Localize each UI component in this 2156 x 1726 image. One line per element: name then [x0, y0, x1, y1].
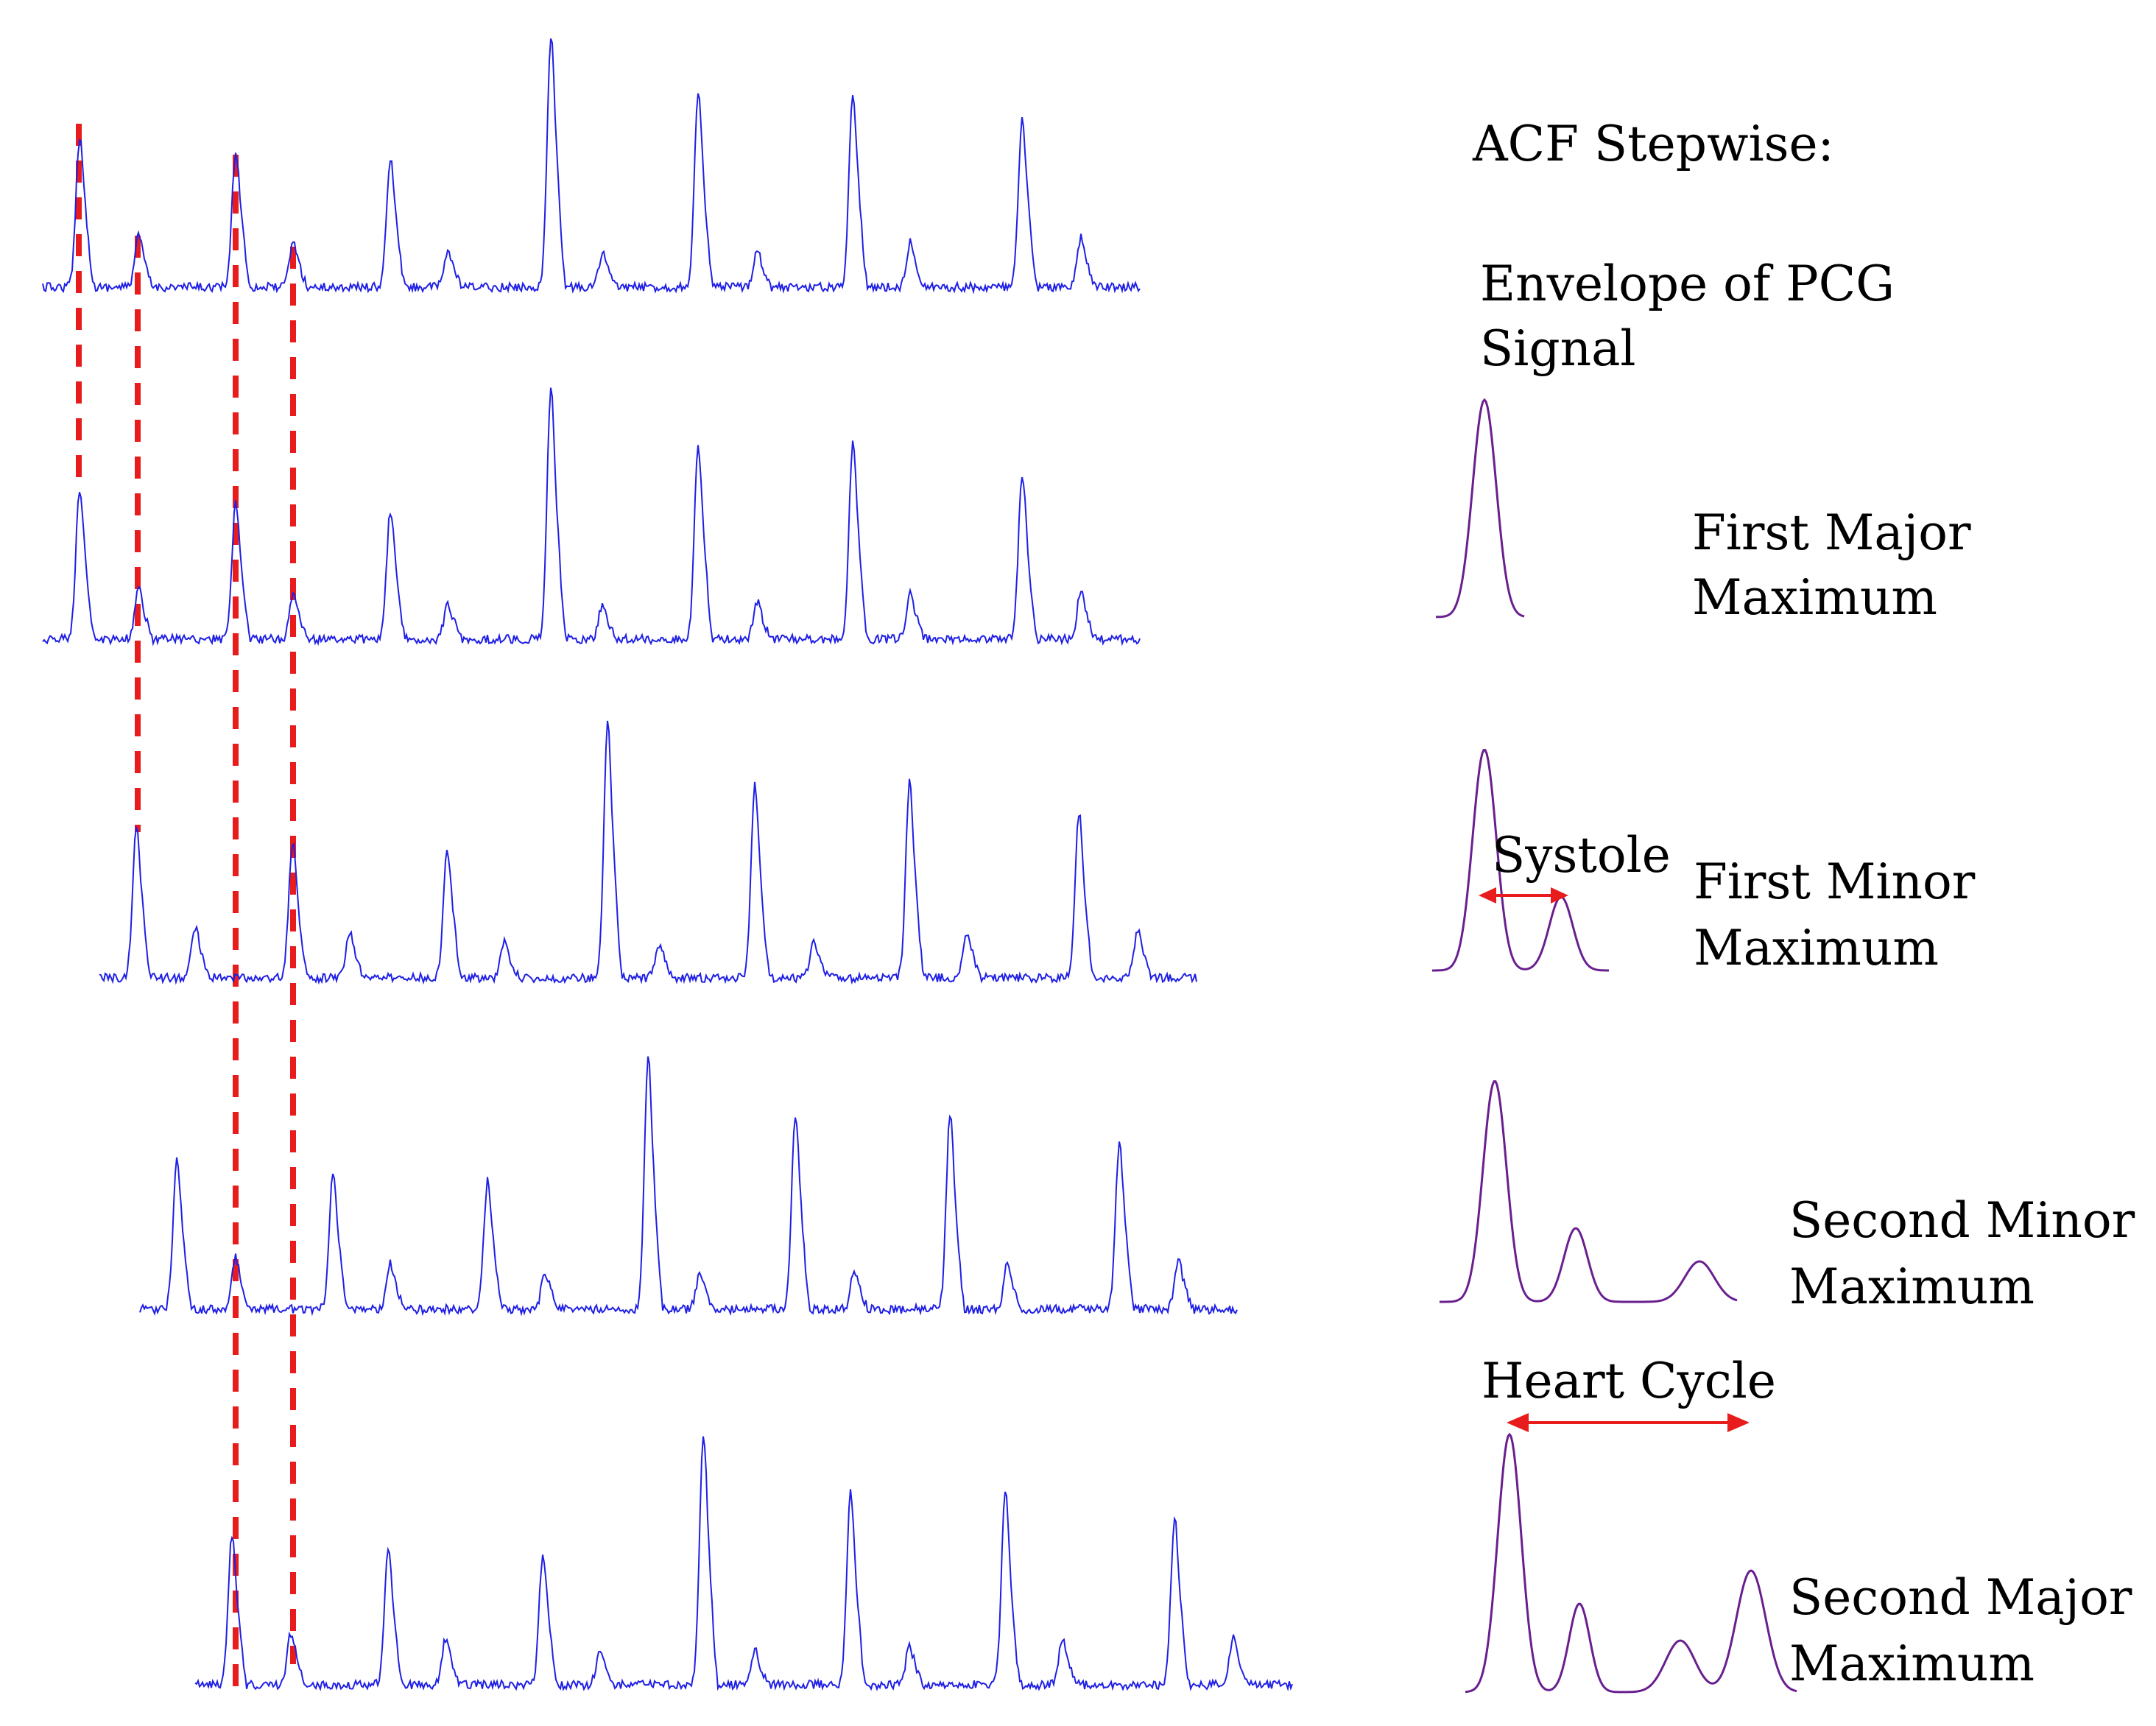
label-second-minor-line-1: Second Minor: [1789, 1192, 2135, 1249]
pcg-signal-row-5: [194, 1436, 1293, 1692]
envelope-sketches: [1432, 398, 1797, 1694]
pcg-signal-rows: [42, 38, 1293, 1692]
envelope-second-minor: [1440, 1080, 1738, 1303]
label-envelope-line-1: Envelope of PCG: [1480, 256, 1895, 312]
envelope-second-major: [1465, 1432, 1797, 1694]
label-first-minor-line-2: Maximum: [1694, 920, 1939, 976]
pcg-signal-row-1: [42, 38, 1141, 295]
label-second-minor-line-2: Maximum: [1789, 1258, 2035, 1315]
label-second-major-line-2: Maximum: [1789, 1635, 2035, 1692]
alignment-markers: [76, 124, 296, 1686]
pcg-signal-row-2: [42, 387, 1141, 647]
envelope-first-minor: [1432, 749, 1609, 972]
envelope-first-major: [1436, 398, 1525, 619]
pcg-signal-row-3: [99, 720, 1197, 985]
label-systole: Systole: [1492, 827, 1671, 884]
heart-cycle-arrow: [1507, 1413, 1750, 1432]
interval-arrows: [1479, 887, 1750, 1432]
label-first-major-line-2: Maximum: [1692, 569, 1937, 626]
pcg-signal-row-4: [139, 1056, 1238, 1317]
label-envelope-line-2: Signal: [1480, 320, 1636, 377]
labels: ACF Stepwise: Envelope of PCG Signal Fir…: [1472, 116, 2135, 1692]
label-second-major-line-1: Second Major: [1789, 1569, 2132, 1626]
systole-arrow: [1479, 887, 1568, 903]
label-first-major-line-1: First Major: [1692, 504, 1971, 561]
label-first-minor-line-1: First Minor: [1694, 853, 1976, 910]
label-heart-cycle: Heart Cycle: [1482, 1353, 1776, 1409]
page-title: ACF Stepwise:: [1472, 116, 1834, 172]
